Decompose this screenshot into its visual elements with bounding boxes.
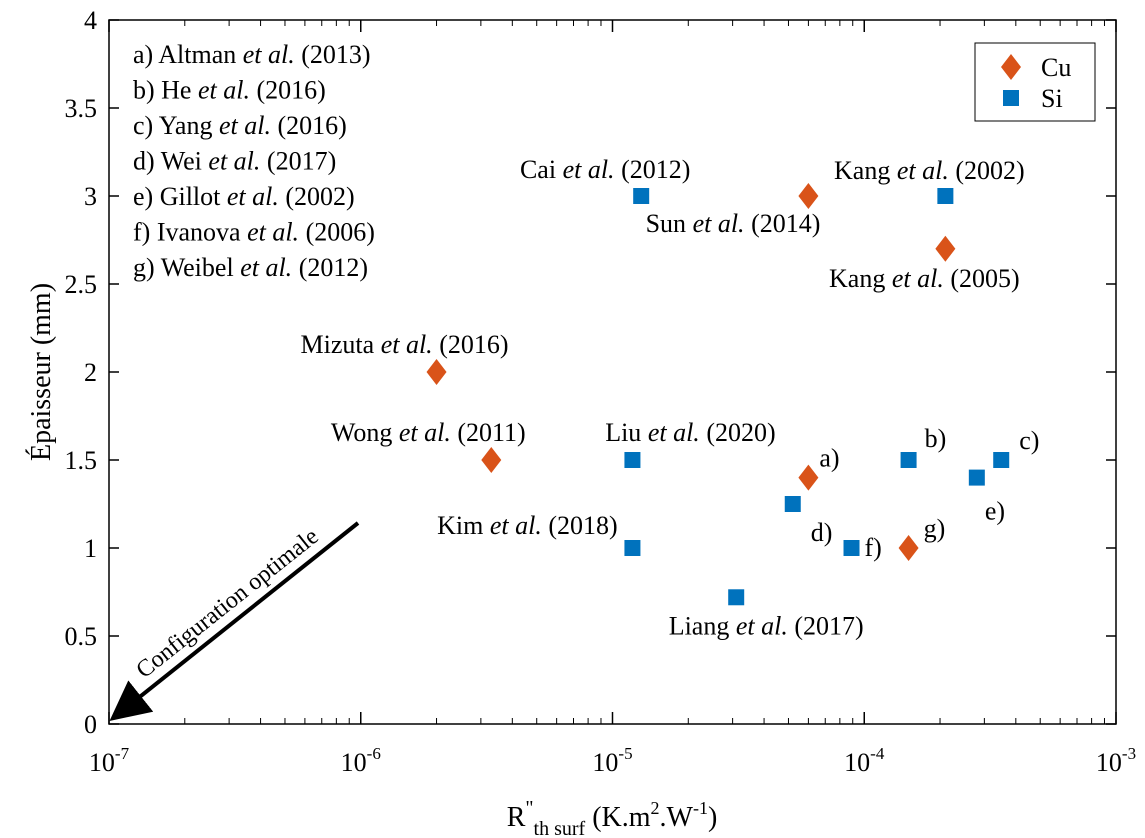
legend-label: Si bbox=[1041, 84, 1063, 113]
x-axis-label: R"th surf (K.m2.W-1) bbox=[507, 797, 718, 838]
si-point bbox=[633, 188, 650, 204]
y-tick-label: 1 bbox=[84, 534, 97, 563]
x-tick-label: 10-5 bbox=[592, 744, 632, 777]
point-label: d) bbox=[811, 518, 833, 547]
y-tick-label: 3 bbox=[84, 182, 97, 211]
point-label: Cai et al. (2012) bbox=[520, 155, 690, 184]
point-label: Liang et al. (2017) bbox=[669, 611, 864, 640]
cu-point bbox=[935, 235, 956, 262]
cu-point bbox=[481, 447, 502, 473]
si-point bbox=[843, 540, 860, 556]
point-label: Sun et al. (2014) bbox=[646, 209, 821, 238]
point-label: Wong et al. (2011) bbox=[331, 418, 526, 447]
y-tick-label: 2 bbox=[84, 358, 97, 387]
point-label: a) bbox=[819, 444, 839, 473]
reference-item: e) Gillot et al. (2002) bbox=[133, 182, 355, 211]
legend-cu-marker bbox=[1001, 54, 1021, 80]
point-label: Kang et al. (2002) bbox=[834, 156, 1025, 185]
axis-ticks bbox=[108, 19, 1117, 725]
reference-item: a) Altman et al. (2013) bbox=[133, 40, 371, 69]
y-tick-label: 1.5 bbox=[65, 446, 98, 475]
reference-list: a) Altman et al. (2013) b) He et al. (201… bbox=[133, 40, 375, 282]
plot-area bbox=[108, 19, 1117, 725]
point-label: Liu et al. (2020) bbox=[605, 418, 775, 447]
point-label: Kim et al. (2018) bbox=[437, 511, 618, 540]
reference-item: d) Wei et al. (2017) bbox=[133, 147, 336, 176]
y-tick-label: 4 bbox=[84, 6, 97, 35]
legend-box bbox=[974, 42, 1096, 122]
y-tick-label: 0.5 bbox=[65, 622, 98, 651]
cu-point bbox=[798, 464, 819, 491]
reference-item: b) He et al. (2016) bbox=[133, 76, 326, 105]
si-point bbox=[968, 469, 985, 486]
y-tick-labels: 0 0.5 1 1.5 2 2.5 3 3.5 4 bbox=[65, 6, 98, 739]
y-tick-label: 0 bbox=[84, 710, 97, 739]
y-axis-label: Épaisseur (mm) bbox=[26, 283, 57, 461]
si-point bbox=[993, 452, 1010, 468]
point-label: b) bbox=[925, 424, 947, 453]
x-tick-label: 10-3 bbox=[1096, 744, 1136, 777]
point-label: g) bbox=[924, 514, 946, 543]
cu-point bbox=[898, 535, 919, 561]
si-point bbox=[624, 540, 641, 556]
si-point bbox=[784, 496, 801, 512]
x-tick-label: 10-6 bbox=[341, 744, 381, 777]
y-tick-label: 2.5 bbox=[65, 270, 98, 299]
si-point bbox=[937, 188, 954, 204]
point-labels: Mizuta et al. (2016) Wong et al. (2011) Ca… bbox=[301, 155, 1040, 640]
optimal-arrow bbox=[109, 521, 360, 721]
reference-item: g) Weibel et al. (2012) bbox=[133, 253, 368, 282]
point-label: Kang et al. (2005) bbox=[829, 264, 1020, 293]
reference-item: c) Yang et al. (2016) bbox=[133, 111, 347, 140]
si-point bbox=[728, 589, 745, 606]
x-tick-label: 10-4 bbox=[844, 744, 885, 777]
cu-point bbox=[426, 359, 447, 385]
reference-item: f) Ivanova et al. (2006) bbox=[133, 218, 375, 247]
point-label: e) bbox=[985, 497, 1005, 526]
cu-point bbox=[798, 183, 819, 209]
si-point bbox=[900, 452, 917, 468]
data-markers bbox=[426, 183, 1010, 606]
x-tick-labels: 10-7 10-6 10-5 10-4 10-3 bbox=[89, 744, 1136, 777]
legend-label: Cu bbox=[1041, 53, 1071, 82]
si-point bbox=[624, 452, 641, 468]
point-label: f) bbox=[865, 533, 882, 562]
x-tick-label: 10-7 bbox=[89, 744, 130, 777]
y-tick-label: 3.5 bbox=[65, 94, 98, 123]
point-label: Mizuta et al. (2016) bbox=[301, 330, 509, 359]
point-label: c) bbox=[1019, 426, 1039, 455]
legend-si-marker bbox=[1003, 90, 1019, 106]
